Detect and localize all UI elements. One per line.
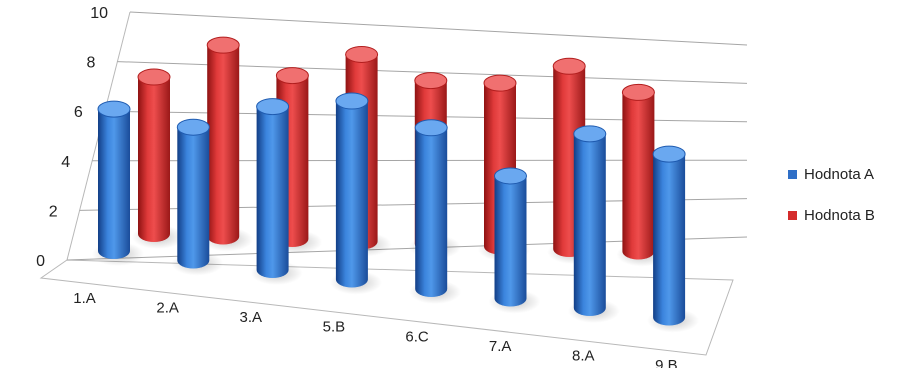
bar-body — [494, 175, 527, 307]
bar-top — [206, 36, 240, 54]
bar-hodnota-a — [250, 98, 303, 285]
x-axis-ticks: 1.A 2.A 3.A 5.B 6.C 7.A 8.A 9.B — [73, 290, 677, 368]
x-tick-label: 3.A — [240, 309, 263, 326]
y-tick-label: 8 — [86, 55, 95, 72]
bar-body — [335, 101, 368, 288]
bar-hodnota-a — [92, 100, 144, 266]
bar-hodnota-a — [647, 145, 700, 333]
bar-top — [335, 92, 369, 110]
bar-hodnota-a — [488, 167, 541, 314]
bar-body — [573, 133, 606, 316]
bar-hodnota-a — [171, 118, 224, 276]
bar-body — [653, 154, 686, 326]
bar-hodnota-a — [409, 119, 462, 304]
bar-top — [137, 68, 171, 86]
bar-top — [652, 145, 686, 163]
x-tick-label: 9.B — [655, 357, 678, 368]
gridline — [129, 11, 748, 46]
bar-body — [138, 77, 170, 242]
bars — [92, 36, 700, 333]
bar-top — [414, 119, 448, 137]
bar-hodnota-a — [567, 125, 620, 323]
y-tick-label: 4 — [61, 154, 70, 171]
bar-top — [275, 67, 309, 85]
x-tick-label: 8.A — [572, 348, 595, 365]
bar-body — [98, 109, 130, 259]
legend: Hodnota A Hodnota B — [788, 163, 875, 245]
legend-label-hodnota-a: Hodnota A — [804, 165, 875, 183]
y-tick-label: 0 — [36, 253, 45, 270]
legend-item-hodnota-b: Hodnota B — [788, 204, 875, 226]
y-axis-ticks: 0 2 4 6 8 10 — [36, 5, 108, 270]
bar-top — [621, 83, 655, 101]
bar-body — [207, 45, 240, 245]
bar-top — [573, 125, 607, 143]
bar-hodnota-a — [329, 92, 382, 295]
bar-body — [622, 92, 655, 260]
y-tick-label: 6 — [74, 104, 83, 121]
bar-top — [483, 74, 517, 92]
bar-body — [256, 106, 289, 278]
floor — [39, 259, 734, 356]
legend-item-hodnota-a: Hodnota A — [788, 163, 875, 185]
bar-hodnota-b — [201, 36, 254, 252]
bar-top — [552, 57, 586, 75]
bar-hodnota-b — [132, 68, 184, 249]
y-tick-label: 10 — [90, 5, 108, 22]
y-tick-label: 2 — [49, 203, 58, 220]
x-tick-label: 6.C — [405, 328, 429, 345]
bar-top — [414, 72, 448, 90]
bar-top — [345, 45, 379, 63]
x-tick-label: 5.B — [323, 319, 346, 336]
bar-top — [97, 100, 131, 118]
bar-body — [177, 127, 210, 269]
bar-top — [256, 98, 290, 116]
bar-top — [176, 118, 210, 136]
bar-top — [494, 167, 527, 185]
legend-swatch-hodnota-a — [788, 169, 797, 179]
legend-swatch-hodnota-b — [788, 210, 797, 220]
x-tick-label: 7.A — [489, 338, 512, 355]
bar-body — [415, 127, 448, 297]
x-tick-label: 2.A — [156, 299, 179, 316]
x-tick-label: 1.A — [73, 290, 96, 307]
legend-label-hodnota-b: Hodnota B — [804, 206, 875, 224]
